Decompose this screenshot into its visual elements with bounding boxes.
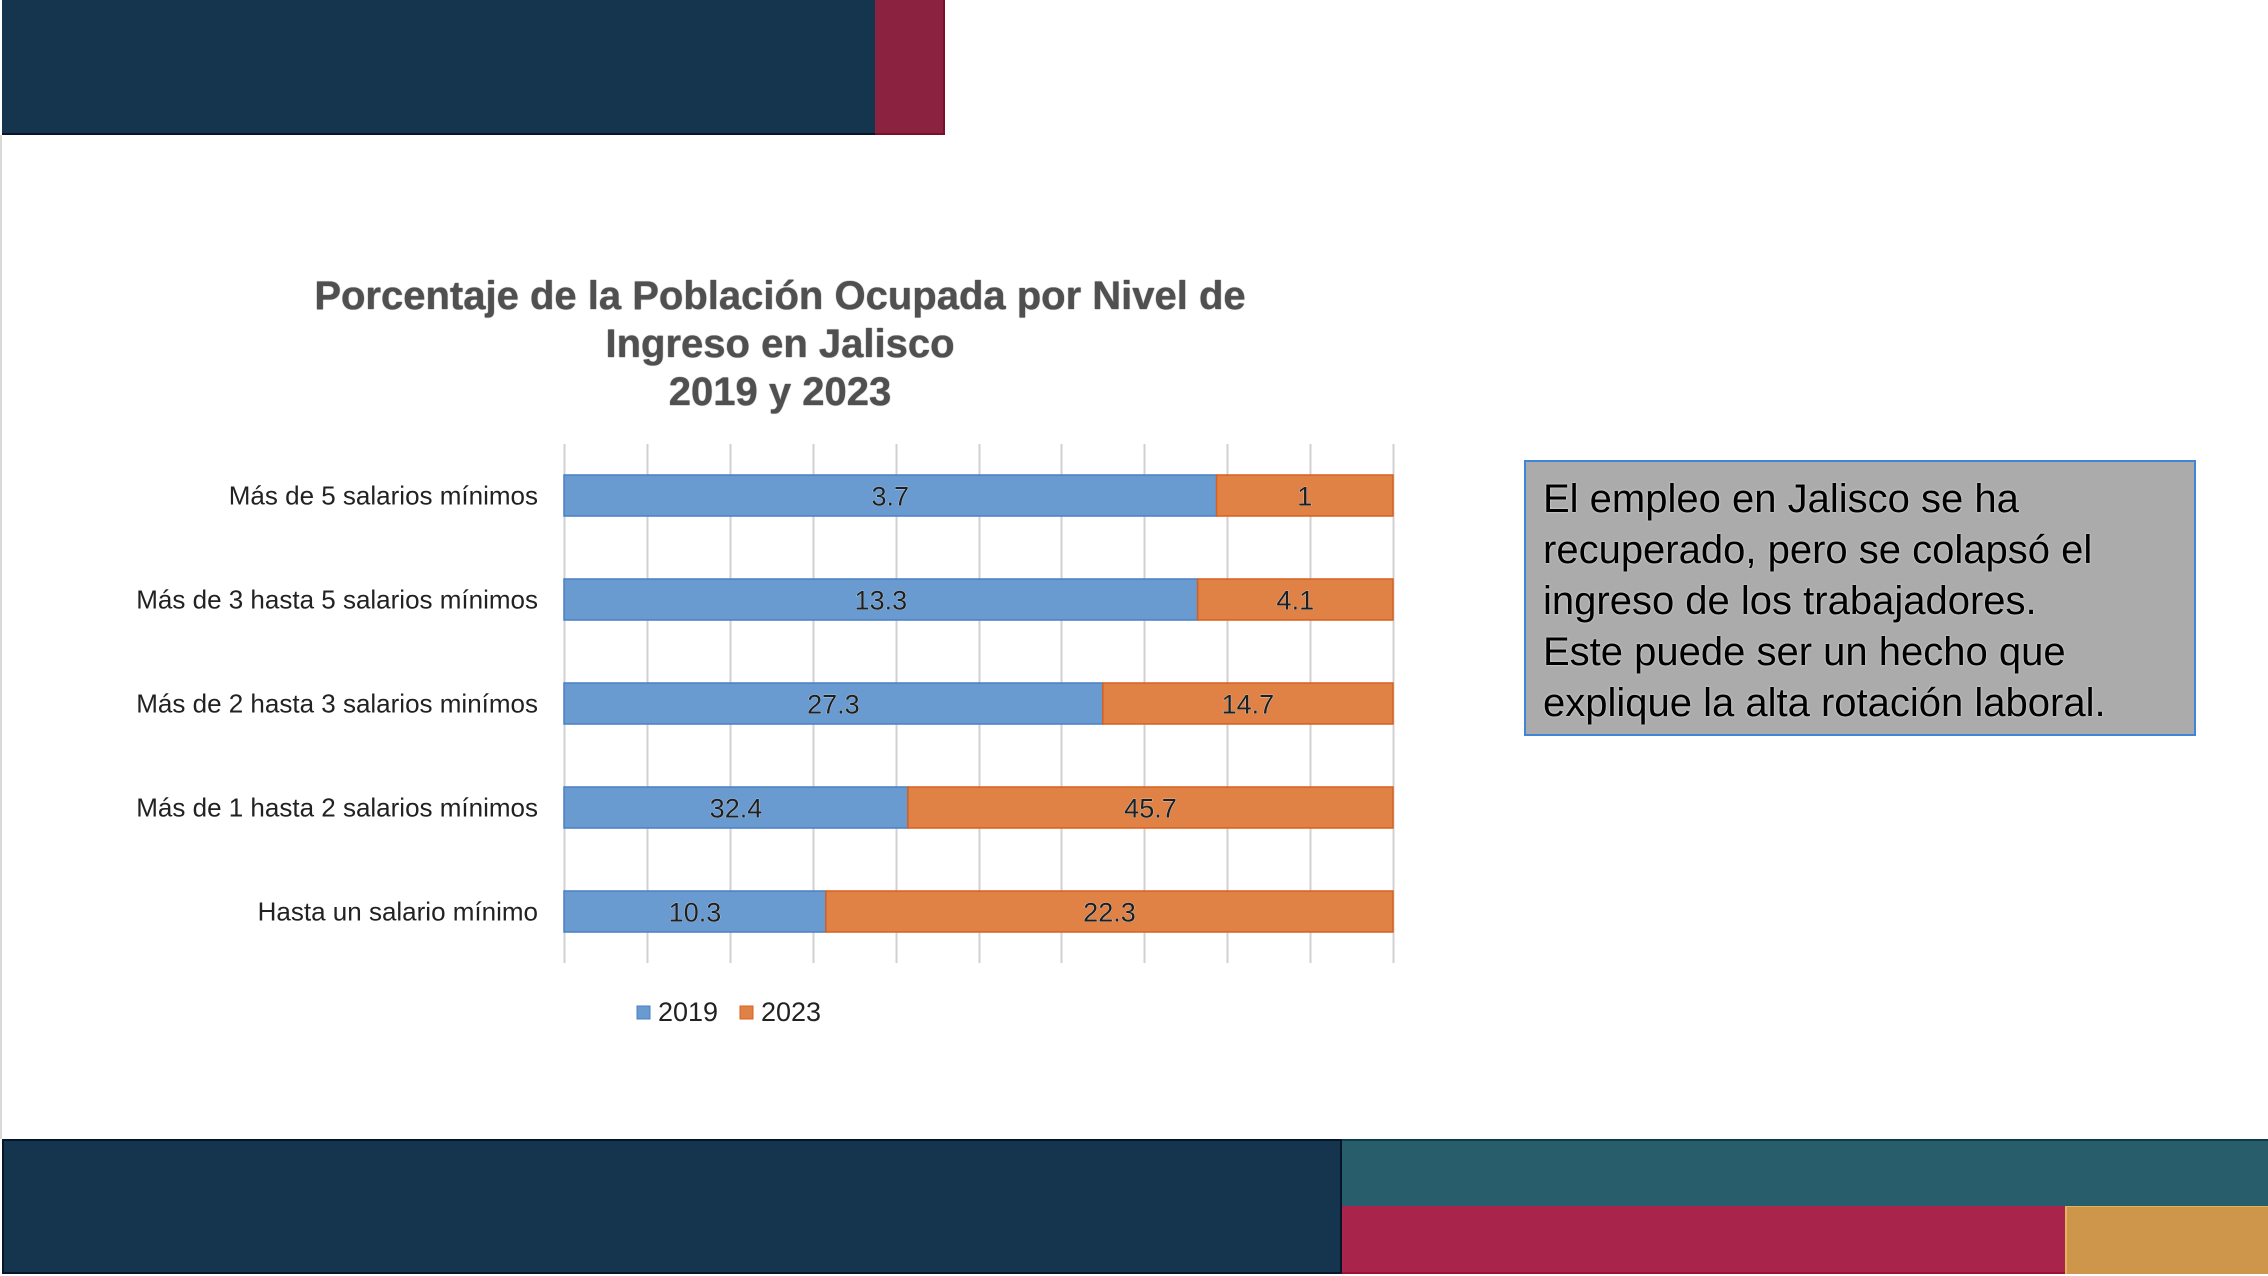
bar-2023-1 (1196, 578, 1394, 621)
page-left-edge (0, 135, 2, 1139)
bottom-navy-band (2, 1139, 1342, 1274)
data-label-2019-0: 3.7 (872, 482, 910, 512)
chart-title-line-1: Porcentaje de la Población Ocupada por N… (314, 274, 1246, 318)
bottom-crimson-band (1342, 1206, 2065, 1274)
data-label-2019-3: 32.4 (710, 794, 763, 824)
note-line-5: explique la alta rotación laboral. (1543, 681, 2106, 725)
bottom-gold-band (2065, 1206, 2268, 1274)
top-navy-band (2, 0, 875, 135)
legend-label-2019: 2019 (658, 997, 718, 1027)
stacked-bar-chart: 3.7 1 13.3 4.1 27.3 14.7 32.4 45.7 10.3 22.3 Más … (136, 444, 1395, 1027)
category-label-3: Más de 1 hasta 2 salarios mínimos (136, 793, 538, 823)
bar-2023-3 (907, 786, 1394, 829)
note-box: El empleo en Jalisco se ha recuperado, p… (1524, 460, 2196, 736)
category-labels: Más de 5 salarios mínimos Más de 3 hasta … (136, 481, 538, 927)
data-label-2023-4: 22.3 (1083, 898, 1136, 928)
data-label-2023-1: 4.1 (1277, 586, 1315, 616)
bar-2019-3 (563, 786, 909, 829)
bar-2019-1 (563, 578, 1199, 621)
chart-title-line-3: 2019 y 2023 (668, 370, 892, 414)
legend: 2019 2023 (636, 997, 821, 1027)
category-label-2: Más de 2 hasta 3 salarios minímos (136, 689, 538, 719)
bar-2023-0 (1215, 474, 1394, 517)
bottom-teal-band (1342, 1139, 2268, 1206)
legend-swatch-2023 (739, 1005, 754, 1020)
top-crimson-band (875, 0, 945, 135)
data-label-2019-1: 13.3 (855, 586, 908, 616)
category-label-1: Más de 3 hasta 5 salarios mínimos (136, 585, 538, 615)
note-line-3: ingreso de los trabajadores. (1543, 579, 2037, 623)
note-line-2: recuperado, pero se colapsó el (1543, 528, 2093, 572)
data-label-2019-4: 10.3 (669, 898, 722, 928)
bar-2019-2 (563, 682, 1104, 725)
chart-title-line-2: Ingreso en Jalisco (605, 322, 955, 366)
data-label-2023-0: 1 (1297, 482, 1312, 512)
bar-2019-4 (563, 890, 827, 933)
data-label-2019-2: 27.3 (807, 690, 860, 720)
category-label-4: Hasta un salario mínimo (258, 897, 538, 927)
legend-swatch-2019 (636, 1005, 651, 1020)
legend-label-2023: 2023 (761, 997, 821, 1027)
data-label-2023-2: 14.7 (1222, 690, 1275, 720)
data-label-2023-3: 45.7 (1124, 794, 1177, 824)
bar-2023-4 (825, 890, 1394, 933)
bar-2023-2 (1102, 682, 1394, 725)
chart-title: Porcentaje de la Población Ocupada por N… (180, 272, 1380, 416)
note-line-4: Este puede ser un hecho que (1543, 630, 2066, 674)
category-label-0: Más de 5 salarios mínimos (229, 481, 538, 511)
data-labels: 3.7 1 13.3 4.1 27.3 14.7 32.4 45.7 10.3 22.3 (668, 481, 1315, 928)
note-line-1: El empleo en Jalisco se ha (1543, 477, 2019, 521)
bar-2019-0 (563, 474, 1218, 517)
bars (563, 474, 1394, 933)
